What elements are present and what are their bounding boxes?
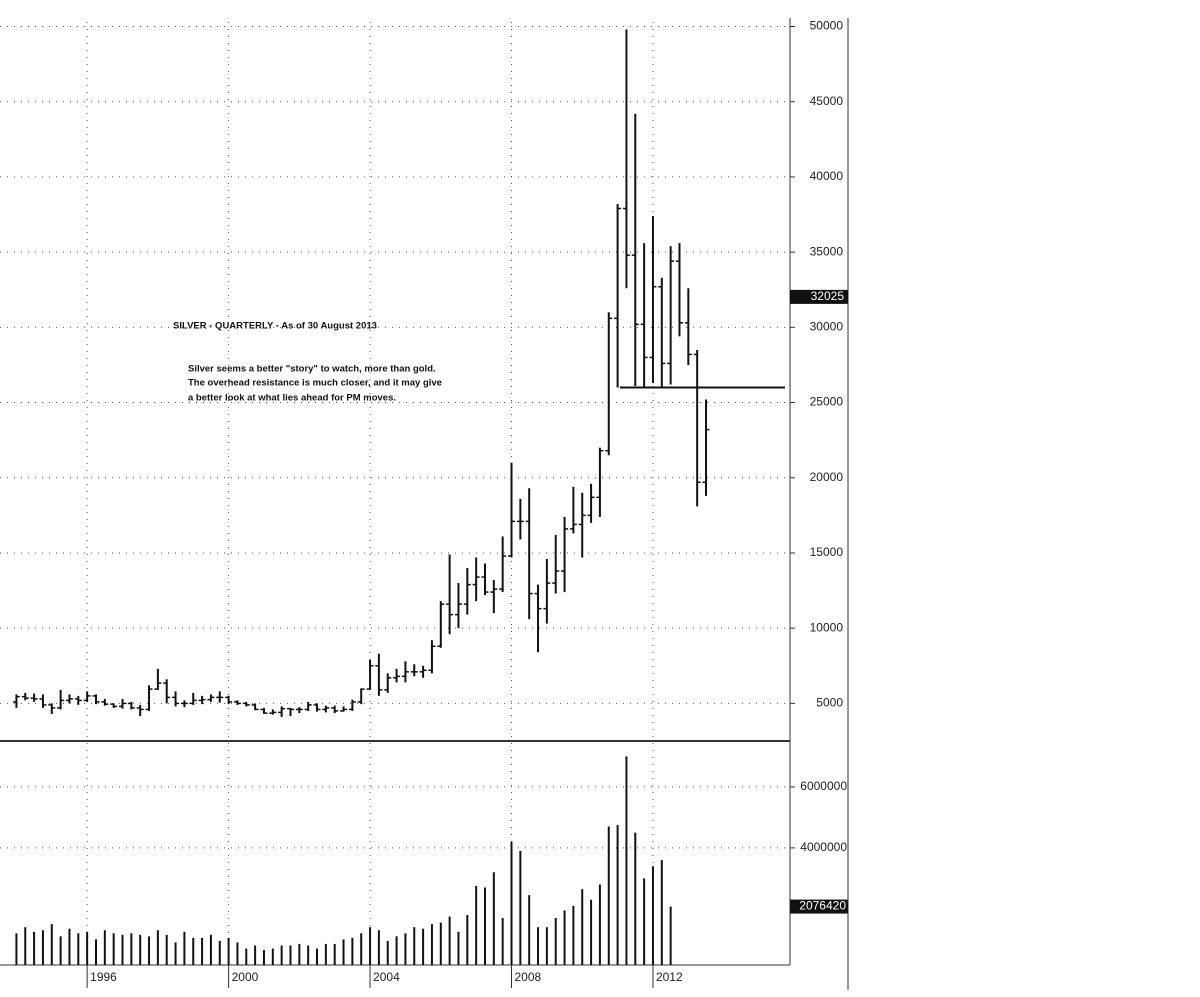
y-tick-label: 45000 [810, 94, 844, 108]
x-tick-label: 2000 [232, 970, 259, 984]
y-tick-label: 5000 [816, 696, 843, 710]
y-tick-label: 35000 [810, 244, 844, 258]
chart-title: SILVER - QUARTERLY - As of 30 August 201… [173, 321, 377, 332]
x-tick-label: 1996 [90, 970, 117, 984]
y-tick-label: 25000 [810, 395, 844, 409]
y-tick-label: 50000 [810, 19, 844, 33]
y-tick-label: 15000 [810, 545, 844, 559]
y-tick-label: 20000 [810, 470, 844, 484]
note: Silver seems a better "story" to watch, … [188, 364, 436, 375]
y-tick-label: 4000000 [800, 840, 847, 854]
y-tick-label: 30000 [810, 320, 844, 334]
note: a better look at what lies ahead for PM … [188, 393, 396, 404]
y-tick-label: 6000000 [800, 779, 847, 793]
last-volume-label: 2076420 [799, 899, 846, 913]
y-tick-label: 10000 [810, 620, 844, 634]
x-tick-label: 2008 [515, 970, 542, 984]
x-tick-label: 2012 [656, 970, 683, 984]
last-price-box [790, 289, 848, 304]
note: The overhead resistance is much closer, … [188, 378, 442, 389]
x-tick-label: 2004 [373, 970, 400, 984]
y-tick-label: 40000 [810, 169, 844, 183]
last-price-label: 32025 [811, 289, 845, 303]
last-volume-box [790, 899, 848, 914]
